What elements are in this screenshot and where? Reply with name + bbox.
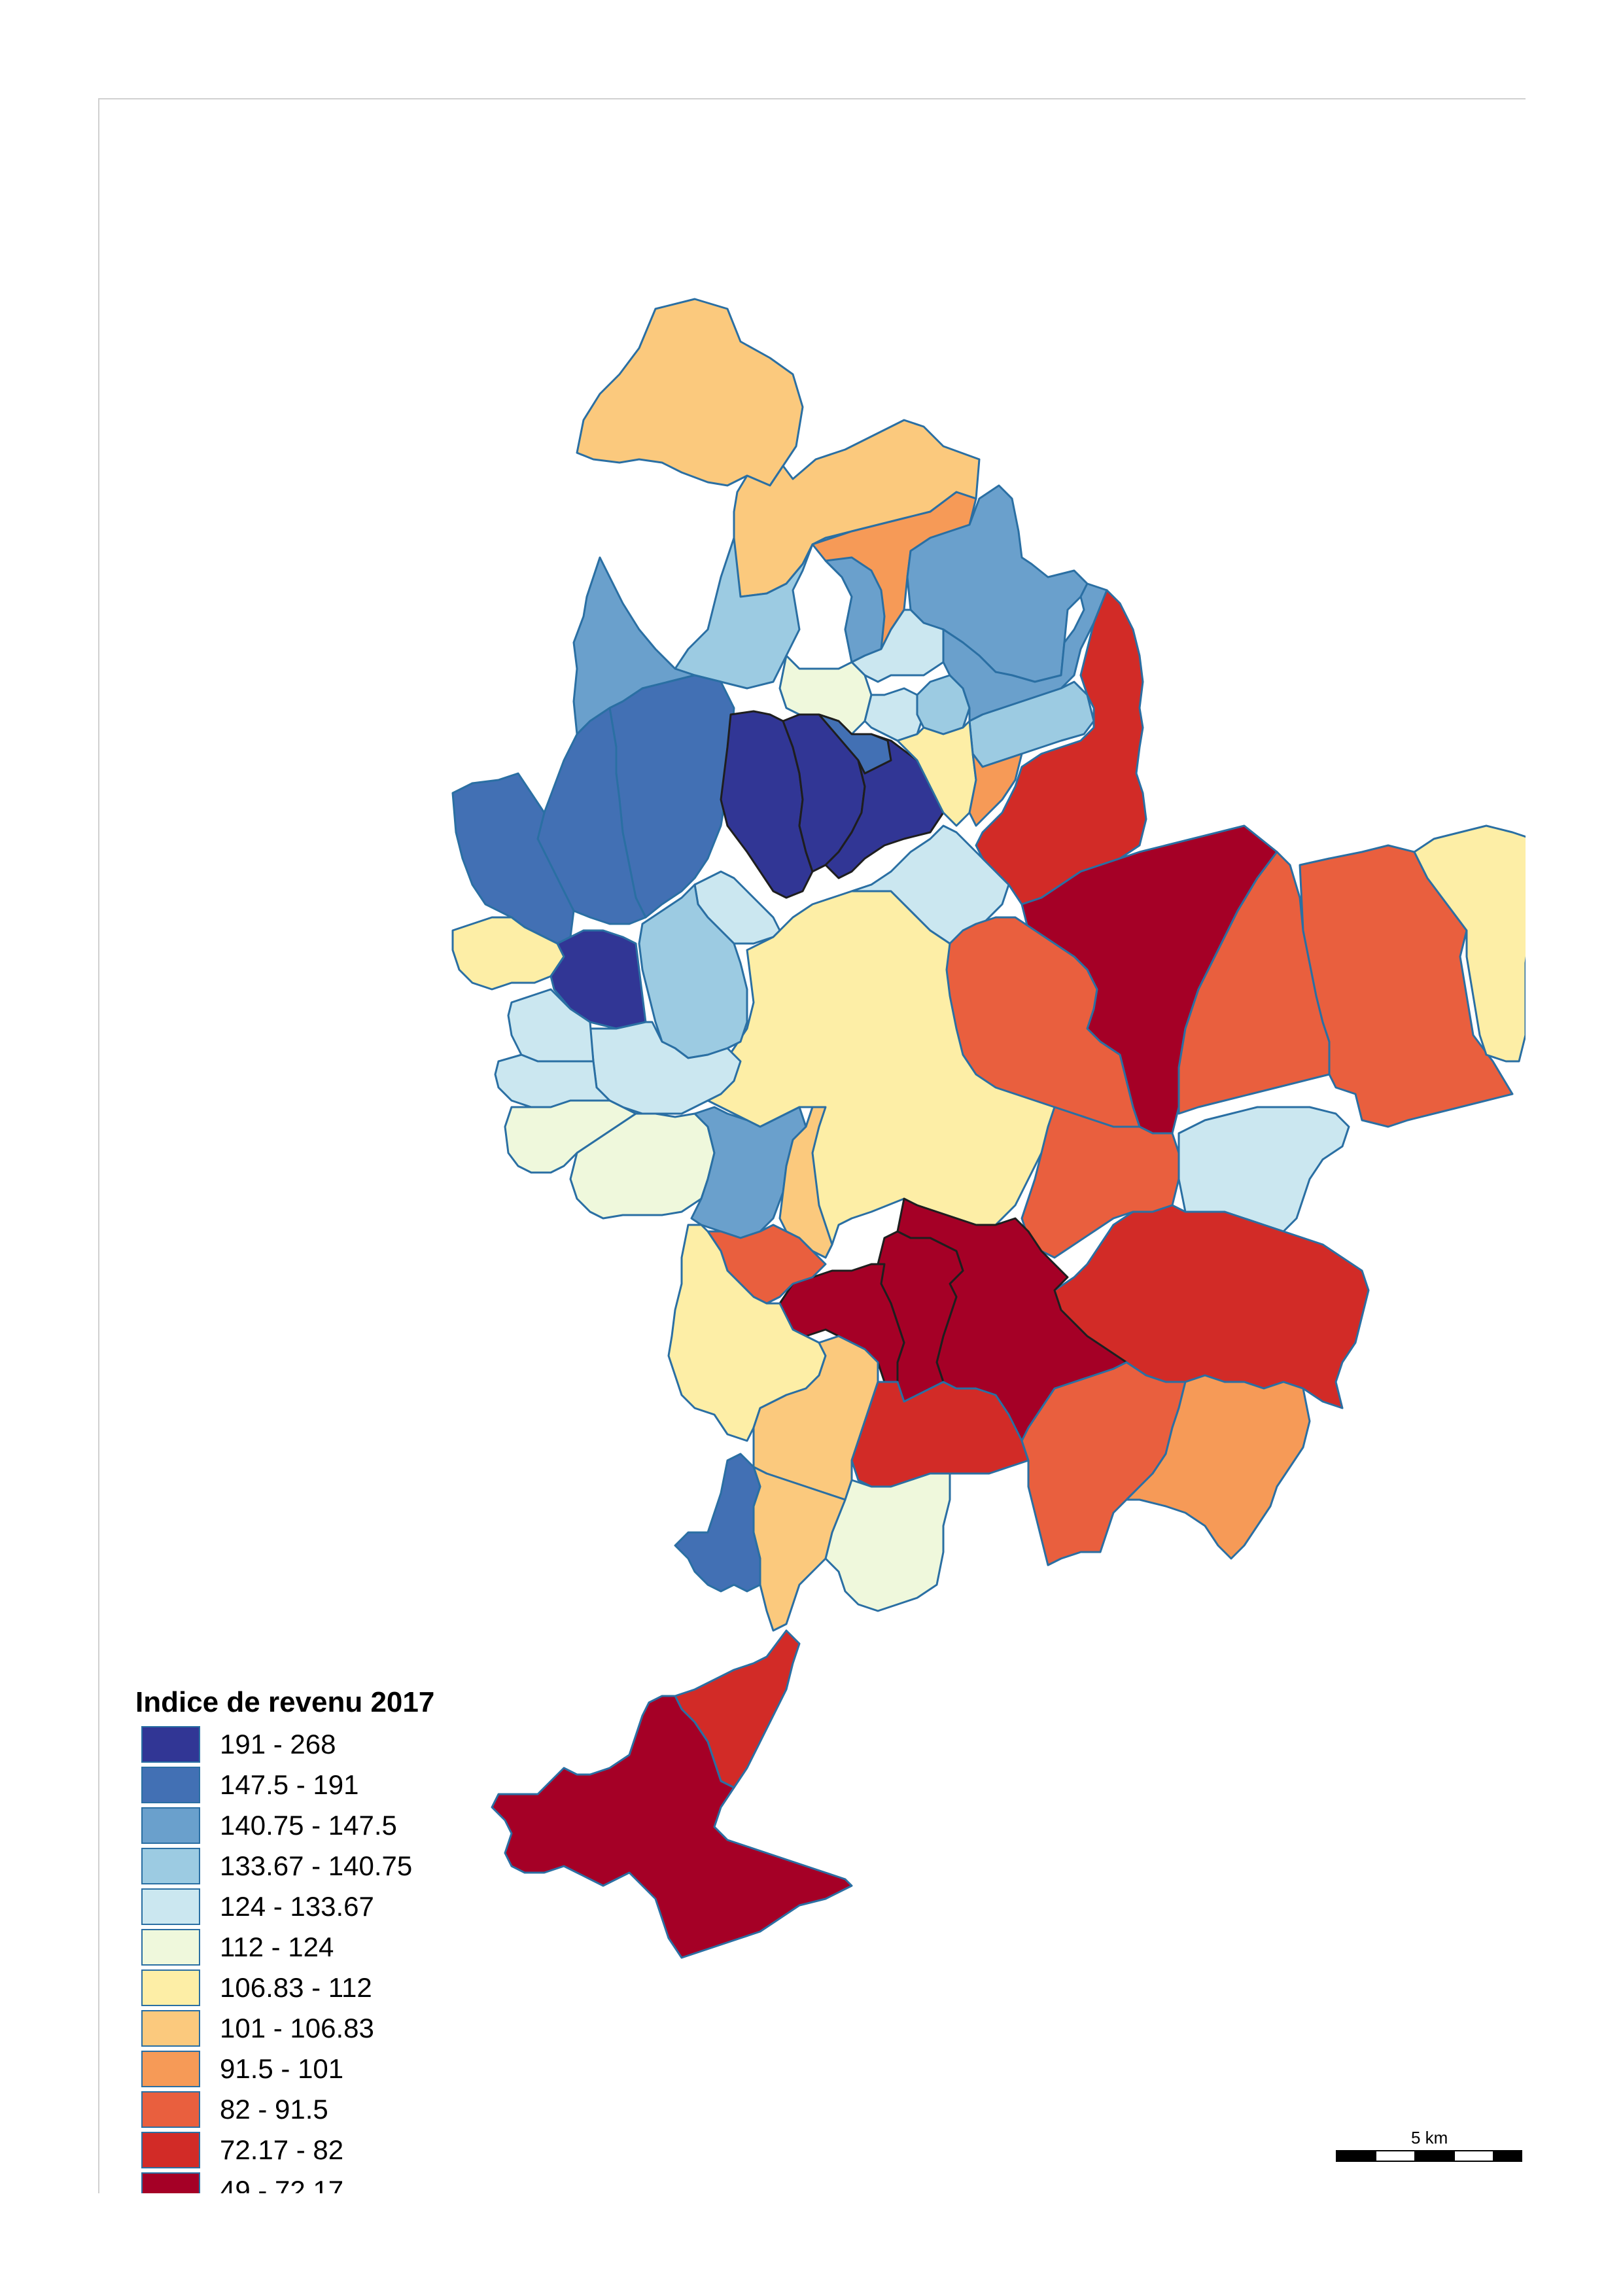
scale-bar-segment	[1375, 2150, 1416, 2162]
legend-label: 140.75 - 147.5	[220, 1810, 397, 1841]
commune-region	[638, 883, 748, 1059]
legend-item: 191 - 268	[135, 1724, 593, 1765]
legend-swatch	[141, 1929, 200, 1966]
commune-region	[576, 298, 804, 487]
commune-region	[451, 772, 575, 945]
legend-swatch	[141, 2091, 200, 2128]
commune-region	[916, 674, 971, 735]
legend-swatch	[141, 2051, 200, 2087]
commune-region	[818, 713, 892, 775]
commune-region	[674, 1453, 761, 1593]
map-legend: Indice de revenu 2017 191 - 268 147.5 - 1…	[135, 1686, 593, 2193]
legend-title: Indice de revenu 2017	[135, 1686, 435, 1718]
legend-swatch	[141, 1888, 200, 1925]
legend-item: 82 - 91.5	[135, 2089, 593, 2130]
commune-region	[945, 916, 1141, 1128]
legend-swatch	[141, 1807, 200, 1844]
commune-region	[1021, 1106, 1180, 1259]
legend-item: 124 - 133.67	[135, 1886, 593, 1927]
legend-item: 106.83 - 112	[135, 1968, 593, 2008]
legend-item: 140.75 - 147.5	[135, 1805, 593, 1846]
legend-label: 91.5 - 101	[220, 2053, 344, 2084]
legend-swatch	[141, 2132, 200, 2168]
commune-region	[674, 537, 814, 690]
legend-item: 133.67 - 140.75	[135, 1846, 593, 1886]
commune-region	[550, 929, 647, 1030]
commune-region	[778, 1106, 833, 1259]
legend-swatch	[141, 1969, 200, 2006]
scale-bar-segment	[1336, 2150, 1376, 2162]
scale-bar: 5 km	[1336, 2128, 1522, 2167]
commune-region	[1413, 824, 1526, 1063]
legend-label: 147.5 - 191	[220, 1769, 359, 1800]
commune-region	[1125, 1374, 1311, 1560]
commune-region	[968, 752, 1023, 827]
commune-region	[494, 1053, 611, 1108]
legend-label: 72.17 - 82	[220, 2134, 344, 2165]
legend-item: 72.17 - 82	[135, 2130, 593, 2170]
commune-region	[850, 1381, 1030, 1488]
legend-label: 49 - 72.17	[220, 2175, 344, 2193]
scale-bar-segment	[1414, 2150, 1455, 2162]
legend-label: 124 - 133.67	[220, 1891, 374, 1922]
legend-label: 112 - 124	[220, 1932, 334, 1962]
legend-item: 112 - 124	[135, 1927, 593, 1968]
scale-bar-label: 5 km	[1411, 2128, 1448, 2147]
commune-region	[824, 1472, 951, 1612]
scale-bar-segment	[1454, 2150, 1494, 2162]
commune-region	[491, 1695, 853, 1959]
legend-item: 147.5 - 191	[135, 1765, 593, 1805]
legend-item: 101 - 106.83	[135, 2008, 593, 2049]
legend-label: 82 - 91.5	[220, 2094, 328, 2125]
legend-swatch	[141, 2172, 200, 2193]
legend-swatch	[141, 1726, 200, 1763]
legend-swatch	[141, 1848, 200, 1884]
legend-item: 91.5 - 101	[135, 2049, 593, 2089]
legend-label: 133.67 - 140.75	[220, 1850, 413, 1881]
legend-label: 106.83 - 112	[220, 1972, 372, 2003]
commune-region	[975, 589, 1147, 906]
legend-items: 191 - 268 147.5 - 191 140.75 - 147.5 133.67…	[135, 1724, 593, 2193]
legend-label: 101 - 106.83	[220, 2013, 374, 2043]
commune-region	[864, 687, 925, 742]
legend-swatch	[141, 2010, 200, 2047]
legend-item: 49 - 72.17	[135, 2170, 593, 2193]
map-frame: Indice de revenu 2017 191 - 268 147.5 - 1…	[98, 98, 1526, 2193]
legend-label: 191 - 268	[220, 1729, 336, 1759]
legend-swatch	[141, 1767, 200, 1803]
choropleth-map	[451, 298, 1526, 1959]
scale-bar-segment	[1493, 2150, 1522, 2162]
